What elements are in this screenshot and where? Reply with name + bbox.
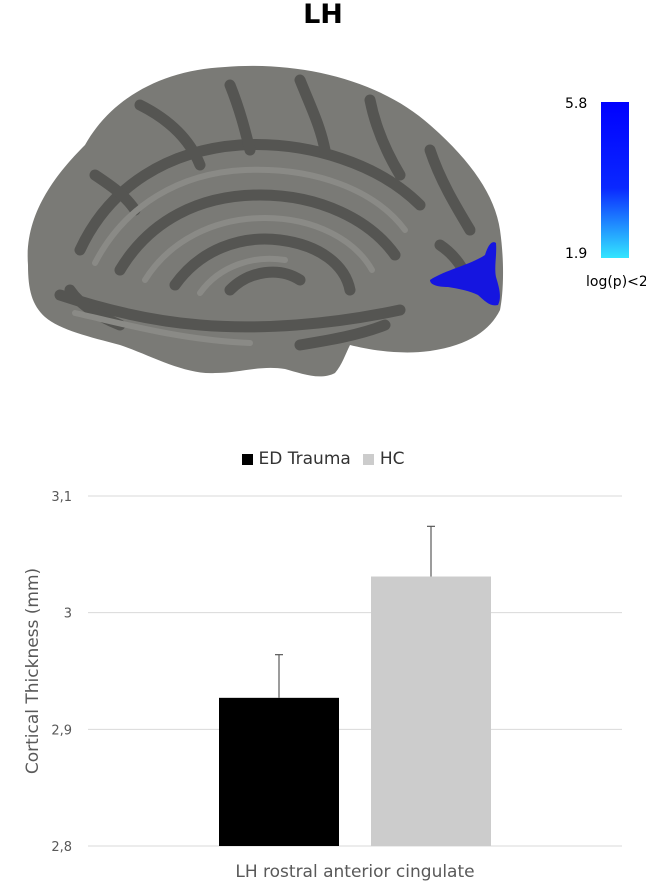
y-tick-label: 3,1 <box>51 490 72 505</box>
bar-ed-trauma <box>219 697 339 846</box>
y-tick-label: 2,8 <box>51 840 72 855</box>
legend-item: ED Trauma <box>241 449 351 469</box>
colorbar-min-label: 1.9 <box>565 246 588 262</box>
colorbar-threshold-label: log(p)<2 <box>586 274 646 290</box>
y-tick-label: 3 <box>64 607 72 622</box>
bar-chart: 2,8 2,9 3 3,1 Cortical Thickness (mm) LH rost… <box>23 490 622 882</box>
brain-surface-image <box>27 65 504 377</box>
y-axis-label: Cortical Thickness (mm) <box>23 568 43 774</box>
colorbar: 5.8 1.9 log(p)<2 <box>560 96 646 296</box>
bar-hc <box>371 576 491 846</box>
brain-gyri <box>72 166 408 346</box>
figure-title: LH <box>303 0 343 30</box>
legend-item: HC <box>362 449 405 469</box>
x-category-label: LH rostral anterior cingulate <box>235 862 474 882</box>
chart-legend: ED Trauma HC <box>0 449 646 470</box>
legend-label: ED Trauma <box>258 449 351 469</box>
y-tick-label: 2,9 <box>51 723 72 738</box>
highlight-region <box>430 242 500 306</box>
legend-label: HC <box>379 449 405 469</box>
legend-swatch <box>362 453 374 465</box>
legend-swatch <box>241 453 253 465</box>
colorbar-max-label: 5.8 <box>565 96 588 112</box>
colorbar-gradient <box>601 102 629 258</box>
